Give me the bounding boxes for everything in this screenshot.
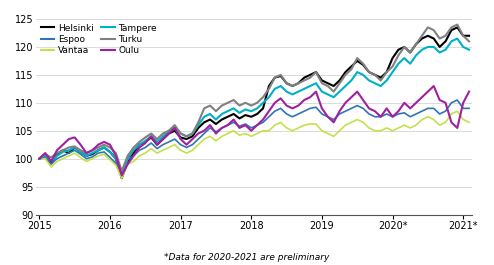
Text: *Data for 2020-2021 are preliminary: *Data for 2020-2021 are preliminary (165, 253, 329, 262)
Legend: Helsinki, Espoo, Vantaa, Tampere, Turku, Oulu: Helsinki, Espoo, Vantaa, Tampere, Turku,… (39, 22, 159, 57)
